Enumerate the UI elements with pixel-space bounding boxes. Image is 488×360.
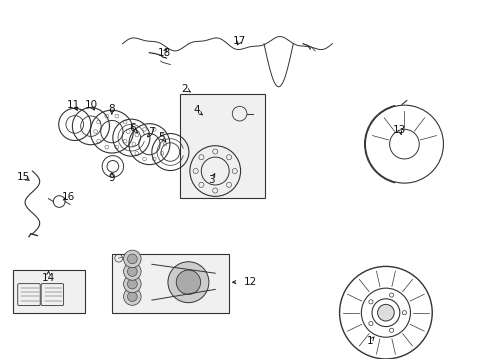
- Text: 15: 15: [17, 172, 30, 182]
- Text: 11: 11: [67, 100, 81, 110]
- Ellipse shape: [127, 254, 137, 264]
- Ellipse shape: [368, 321, 372, 326]
- Ellipse shape: [176, 270, 200, 294]
- Text: 9: 9: [108, 173, 115, 183]
- Text: 14: 14: [42, 273, 55, 283]
- Ellipse shape: [123, 250, 141, 268]
- Text: 3: 3: [207, 175, 214, 185]
- Text: 5: 5: [158, 132, 164, 142]
- Text: 17: 17: [232, 36, 246, 46]
- Text: 12: 12: [243, 277, 256, 287]
- Ellipse shape: [389, 328, 393, 332]
- Ellipse shape: [123, 288, 141, 305]
- Ellipse shape: [123, 275, 141, 293]
- Ellipse shape: [123, 263, 141, 280]
- Text: 16: 16: [61, 192, 75, 202]
- Ellipse shape: [127, 292, 137, 301]
- Ellipse shape: [377, 304, 393, 321]
- Bar: [180, 94, 265, 198]
- Ellipse shape: [402, 311, 406, 315]
- Ellipse shape: [127, 266, 137, 276]
- Text: 8: 8: [108, 104, 115, 114]
- Text: 7: 7: [148, 127, 155, 136]
- Text: 1: 1: [366, 336, 373, 346]
- Text: 2: 2: [182, 84, 188, 94]
- Ellipse shape: [389, 293, 393, 297]
- Ellipse shape: [167, 262, 208, 303]
- Bar: [13, 270, 85, 313]
- Text: 18: 18: [157, 48, 170, 58]
- Text: 4: 4: [193, 105, 200, 115]
- Text: 6: 6: [129, 123, 135, 133]
- Ellipse shape: [368, 300, 372, 304]
- Ellipse shape: [127, 279, 137, 289]
- Bar: [112, 253, 228, 313]
- Text: 10: 10: [84, 100, 97, 110]
- Text: 13: 13: [392, 125, 406, 135]
